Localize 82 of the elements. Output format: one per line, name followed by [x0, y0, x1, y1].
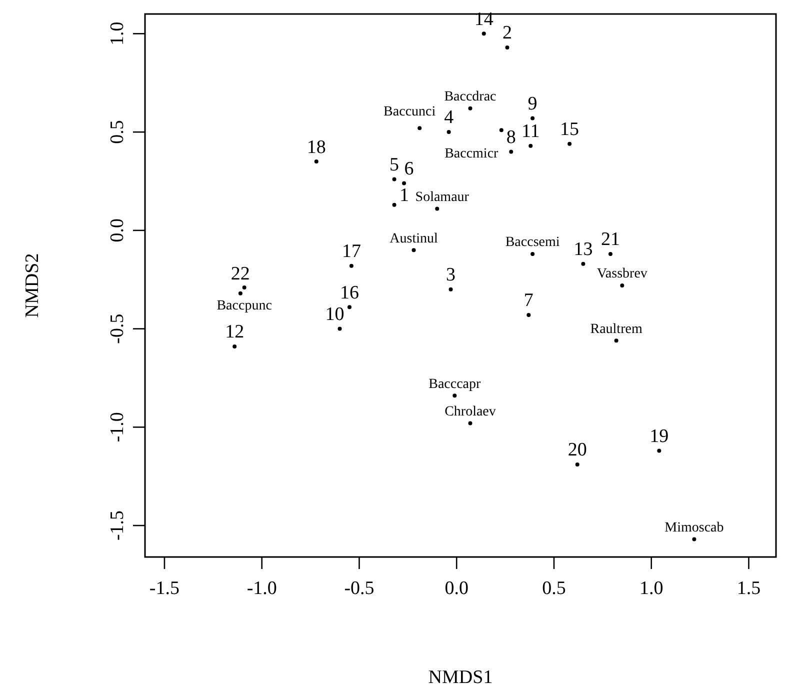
point — [692, 537, 696, 542]
point — [338, 326, 342, 331]
annotation: 13 — [574, 239, 593, 260]
annotation: 11 — [521, 121, 540, 142]
point — [620, 284, 624, 288]
point — [392, 177, 396, 182]
annotation: Baccpunc — [216, 298, 272, 314]
point — [526, 313, 531, 318]
point — [349, 264, 354, 268]
annotation: 21 — [600, 229, 620, 250]
x-tick-label: -0.5 — [344, 578, 374, 599]
point — [418, 126, 422, 130]
y-tick-label: 1.0 — [107, 22, 128, 46]
y-axis-title: NMDS2 — [22, 253, 43, 318]
annotation: Baccdrac — [444, 90, 496, 105]
annotation: 22 — [230, 264, 250, 285]
point — [392, 202, 396, 207]
annotation: 19 — [650, 426, 669, 447]
annotation: Mimoscab — [664, 520, 724, 536]
annotation: Baccsemi — [505, 235, 560, 250]
point — [446, 130, 451, 134]
y-tick-label: 0.5 — [107, 120, 128, 144]
annotation: 8 — [506, 126, 516, 148]
point — [581, 262, 586, 266]
x-tick-label: 0.0 — [444, 578, 468, 599]
annotation: Raultrem — [590, 322, 642, 337]
point — [468, 106, 472, 110]
x-axis-title: NMDS1 — [428, 667, 493, 688]
annotation: 18 — [306, 136, 326, 158]
point — [482, 32, 486, 36]
annotation: 16 — [340, 282, 359, 304]
point — [499, 128, 504, 132]
annotation: 15 — [560, 119, 580, 140]
annotation: 20 — [568, 440, 587, 461]
point — [509, 150, 514, 154]
annotation: 17 — [342, 241, 361, 262]
annotation: Baccunci — [384, 104, 436, 120]
annotation: Chrolaev — [444, 404, 496, 420]
annotation: 10 — [325, 304, 344, 325]
y-tick-label: -1.0 — [107, 412, 128, 442]
y-tick-label: -1.5 — [107, 510, 128, 541]
point — [530, 252, 535, 256]
annotation: 3 — [446, 264, 456, 286]
annotation: Solamaur — [415, 190, 470, 205]
x-tick-label: -1.0 — [246, 578, 277, 599]
annotation: 12 — [225, 322, 244, 343]
annotation: 2 — [502, 22, 512, 44]
point — [238, 291, 242, 296]
y-tick-label: 0.0 — [107, 218, 128, 242]
point — [412, 248, 416, 252]
point — [452, 394, 457, 398]
point — [242, 285, 246, 290]
point — [614, 338, 618, 343]
point — [448, 287, 453, 292]
point — [402, 181, 406, 186]
point — [314, 160, 318, 164]
point — [435, 206, 440, 211]
annotation: 6 — [404, 158, 414, 180]
x-tick-label: 1.5 — [736, 578, 761, 599]
point — [347, 305, 352, 310]
annotation: 5 — [390, 154, 400, 176]
annotation: 4 — [444, 107, 454, 128]
point — [568, 142, 572, 146]
point — [530, 116, 535, 120]
point — [232, 344, 237, 348]
annotation: Bacccapr — [428, 376, 482, 392]
x-tick-label: -1.5 — [149, 578, 180, 599]
point — [608, 252, 612, 256]
annotation: Vassbrev — [596, 266, 648, 282]
annotation: 1 — [400, 185, 410, 206]
annotation: 9 — [528, 93, 538, 114]
point — [657, 448, 662, 453]
annotation: 7 — [524, 290, 534, 312]
point — [528, 144, 533, 148]
annotation: Austinul — [390, 231, 438, 246]
x-tick-label: 1.0 — [639, 578, 664, 599]
y-tick-label: -0.5 — [107, 314, 128, 344]
annotation: Baccmicr — [444, 146, 499, 162]
x-tick-label: 0.5 — [542, 578, 566, 599]
point — [505, 45, 510, 50]
point — [468, 421, 472, 426]
point — [575, 462, 580, 467]
